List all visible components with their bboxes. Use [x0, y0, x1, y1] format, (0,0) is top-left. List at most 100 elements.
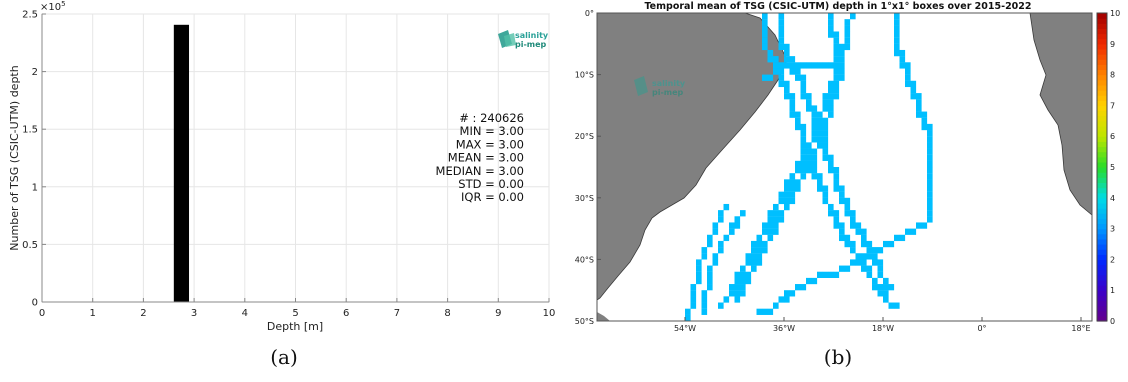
- track-cell: [817, 130, 823, 137]
- colorbar-ticks: 0 1 2 3 4 5 6 7 8 9 10: [1110, 9, 1120, 326]
- lon-tick-label: 36°W: [773, 324, 795, 333]
- track-cell: [927, 167, 933, 174]
- colorbar-segment: [1097, 233, 1107, 240]
- track-cell: [817, 179, 823, 186]
- track-cell: [844, 197, 851, 205]
- track-cell: [850, 13, 856, 20]
- track-cell: [883, 290, 889, 297]
- track-cell: [811, 136, 818, 143]
- track-cell: [762, 37, 768, 44]
- track-cell: [800, 130, 807, 137]
- track-cell: [894, 31, 900, 38]
- track-cell: [844, 43, 851, 51]
- track-cell: [888, 284, 895, 291]
- track-cell: [833, 179, 840, 186]
- track-cell: [844, 234, 851, 242]
- track-cell: [828, 80, 834, 88]
- track-cell: [701, 247, 708, 254]
- track-cell: [872, 284, 878, 291]
- colorbar-tick-label: 3: [1110, 225, 1115, 234]
- track-cell: [806, 62, 812, 69]
- track-cell: [811, 117, 818, 125]
- track-cell: [701, 296, 708, 303]
- colorbar-segment: [1097, 28, 1107, 35]
- colorbar-segment: [1097, 238, 1107, 245]
- track-cell: [855, 222, 862, 229]
- track-cell: [784, 203, 790, 211]
- track-cell: [844, 25, 851, 32]
- track-cell: [767, 74, 774, 81]
- stat-line: MIN = 3.00: [460, 124, 524, 138]
- track-cell: [822, 99, 829, 106]
- track-cell: [767, 222, 774, 229]
- histogram-panel: 0 1 2 3 4 5 6 7 8 9 10 0 0.5 1 1.5 2 2.5 ×105 Depth [m]…: [8, 0, 555, 369]
- track-cell: [778, 80, 785, 88]
- track-cell: [817, 123, 823, 131]
- track-cell: [784, 86, 790, 94]
- track-cell: [921, 222, 928, 229]
- track-cell: [828, 210, 834, 217]
- track-cell: [927, 154, 933, 161]
- track-cell: [828, 13, 834, 20]
- track-cell: [811, 277, 818, 285]
- colorbar-tick-label: 1: [1110, 286, 1115, 295]
- track-cell: [811, 154, 818, 161]
- colorbar-segment: [1097, 69, 1107, 76]
- track-cell: [762, 19, 768, 26]
- track-cell: [712, 228, 719, 235]
- x-tick-label: 9: [495, 308, 501, 319]
- track-cell: [773, 222, 779, 229]
- track-cell: [927, 179, 933, 186]
- track-cell: [833, 74, 840, 81]
- colorbar-segment: [1097, 105, 1107, 112]
- track-cell: [833, 68, 840, 75]
- track-cell: [839, 43, 845, 51]
- track-cell: [795, 74, 801, 81]
- track-cell: [888, 240, 895, 248]
- track-cell: [905, 80, 911, 88]
- colorbar-segment: [1097, 13, 1107, 19]
- colorbar-segment: [1097, 151, 1107, 158]
- track-cell: [861, 240, 867, 248]
- track-cell: [718, 247, 724, 254]
- track-cell: [916, 111, 922, 118]
- track-cell: [927, 210, 933, 217]
- track-cell: [767, 210, 774, 217]
- track-cell: [927, 130, 933, 137]
- track-cell: [916, 222, 922, 229]
- track-cell: [767, 216, 774, 223]
- track-cell: [701, 253, 708, 260]
- track-cell: [822, 148, 829, 155]
- track-cell: [839, 68, 845, 75]
- track-cell: [866, 265, 873, 272]
- track-cell: [778, 296, 785, 303]
- track-cell: [877, 265, 884, 272]
- lat-tick-label: 10°S: [575, 71, 594, 80]
- colorbar-segment: [1097, 43, 1107, 50]
- colorbar-segment: [1097, 167, 1107, 173]
- track-cell: [855, 228, 862, 235]
- track-cell: [773, 210, 779, 217]
- track-cell: [789, 290, 796, 297]
- colorbar-segment: [1097, 141, 1107, 148]
- map-logo-mark-icon: [634, 76, 648, 96]
- colorbar-segment: [1097, 218, 1107, 225]
- track-cell: [927, 191, 933, 198]
- track-cell: [899, 49, 906, 57]
- track-cell: [756, 259, 763, 266]
- track-cell: [927, 173, 933, 180]
- track-cell: [734, 222, 741, 229]
- colorbar-segment: [1097, 259, 1107, 266]
- colorbar-segment: [1097, 300, 1107, 307]
- track-cell: [811, 148, 818, 155]
- track-cell: [817, 136, 823, 143]
- colorbar-segment: [1097, 18, 1107, 24]
- track-cell: [850, 210, 856, 217]
- track-cell: [795, 68, 801, 75]
- track-cell: [789, 68, 796, 75]
- track-cell: [927, 203, 933, 211]
- track-cell: [800, 284, 807, 291]
- track-cell: [751, 265, 757, 272]
- track-cell: [910, 228, 917, 235]
